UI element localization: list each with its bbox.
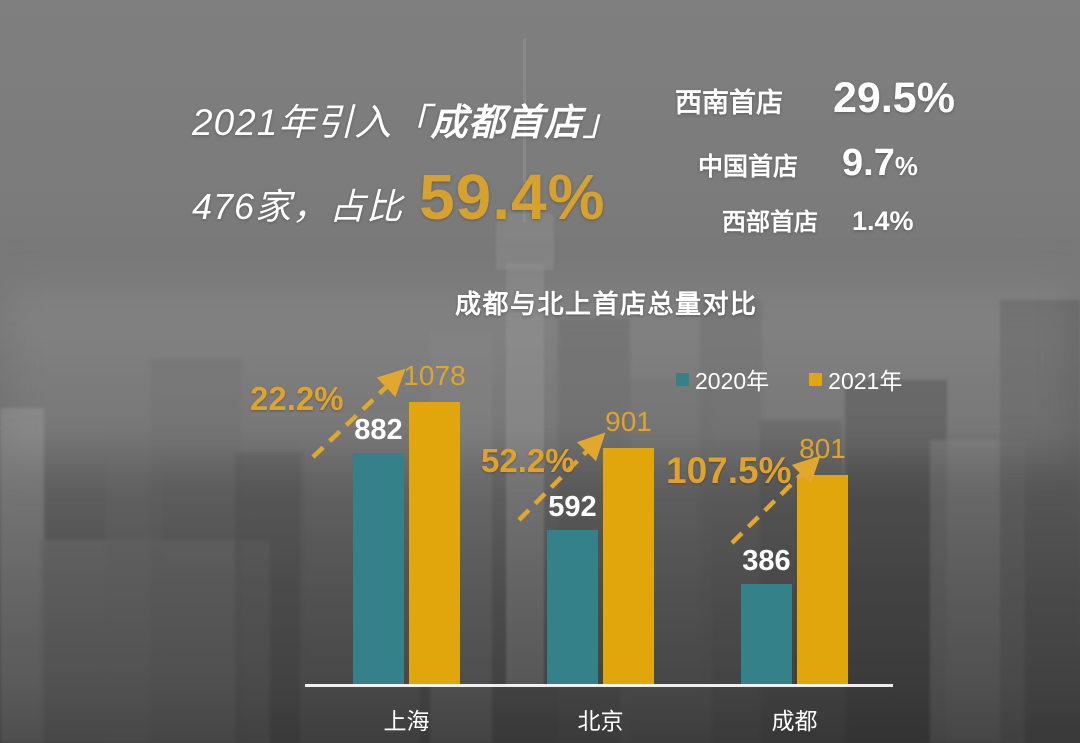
stat-value: 29.5% — [833, 74, 955, 122]
headline-prefix: 2021年引入「 — [192, 102, 431, 143]
legend-item-2021: 2021年 — [809, 362, 902, 396]
tv-tower-antenna — [523, 38, 526, 223]
chart-title: 成都与北上首店总量对比 — [455, 289, 758, 319]
legend-label: 2020年 — [695, 368, 770, 394]
stat-label: 中国首店 — [698, 153, 799, 181]
stat-row-china: 中国首店 9.7% — [698, 142, 918, 185]
bar-2020: 386 — [741, 545, 792, 686]
building-silhouette — [105, 430, 163, 743]
headline-line2: 476家，占比 59.4% — [192, 160, 620, 234]
bar-2021: 901 — [603, 406, 654, 686]
headline-highlight: 成都首店 — [430, 102, 583, 143]
bar-group: 386 801 成都 — [741, 396, 848, 734]
stat-row-west: 西部首店 1.4% — [722, 202, 914, 237]
building-silhouette — [930, 440, 1025, 743]
bar-value-label: 801 — [799, 433, 846, 464]
stat-label: 西南首店 — [675, 88, 783, 118]
bar-value-label: 882 — [354, 414, 403, 446]
headline-percentage: 59.4% — [419, 161, 606, 233]
building-silhouette — [150, 358, 242, 743]
building-silhouette — [235, 452, 305, 743]
headline-block: 2021年引入「成都首店」 476家，占比 59.4% — [192, 92, 620, 234]
legend-label: 2021年 — [828, 368, 903, 394]
bar-2021: 801 — [797, 433, 848, 686]
haze-band — [0, 285, 1080, 460]
chart-legend: 2020年 2021年 — [676, 362, 902, 396]
stat-row-southwest: 西南首店 29.5% — [675, 74, 955, 123]
stat-label: 西部首店 — [722, 209, 818, 236]
bar-group: 882 1078 上海 — [353, 360, 466, 734]
headline-line2-text: 476家，占比 — [192, 186, 404, 227]
headline-line1: 2021年引入「成都首店」 — [192, 92, 620, 146]
bar-2020: 592 — [547, 491, 598, 686]
growth-label-chengdu: 107.5% — [666, 450, 792, 491]
legend-item-2020: 2020年 — [676, 362, 769, 396]
growth-label-beijing: 52.2% — [481, 442, 575, 479]
bar-chart-plot-area: 882 1078 上海 592 901 北京 386 801 成都 — [305, 360, 893, 734]
building-silhouette — [0, 408, 44, 743]
bar-value-label: 1078 — [403, 360, 466, 391]
bar-2020: 882 — [353, 414, 404, 686]
legend-swatch-2020 — [676, 372, 689, 386]
headline-suffix: 」 — [582, 102, 621, 143]
category-label: 北京 — [577, 708, 624, 734]
legend-swatch-2021 — [809, 372, 823, 386]
category-label: 成都 — [771, 708, 818, 734]
bar-group: 592 901 北京 — [547, 396, 654, 734]
category-label: 上海 — [383, 708, 430, 734]
bar-value-label: 386 — [742, 545, 791, 577]
bar-value-label: 901 — [605, 406, 652, 437]
bar-value-label: 592 — [548, 491, 597, 523]
stat-value: 9.7% — [842, 142, 918, 184]
building-silhouette — [1000, 300, 1080, 743]
stat-value: 1.4% — [852, 206, 914, 236]
tv-tower-turret — [496, 212, 554, 270]
bar-2021: 1078 — [403, 360, 466, 686]
growth-label-shanghai: 22.2% — [250, 380, 344, 417]
x-axis-line — [305, 684, 893, 687]
